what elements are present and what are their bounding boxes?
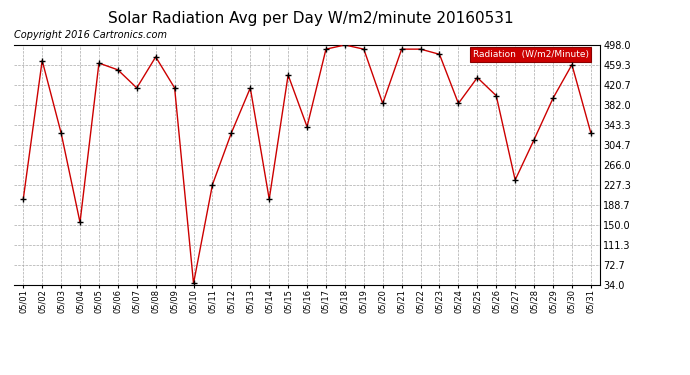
- Text: Solar Radiation Avg per Day W/m2/minute 20160531: Solar Radiation Avg per Day W/m2/minute …: [108, 11, 513, 26]
- Text: Copyright 2016 Cartronics.com: Copyright 2016 Cartronics.com: [14, 30, 167, 40]
- Text: Radiation  (W/m2/Minute): Radiation (W/m2/Minute): [473, 50, 589, 59]
